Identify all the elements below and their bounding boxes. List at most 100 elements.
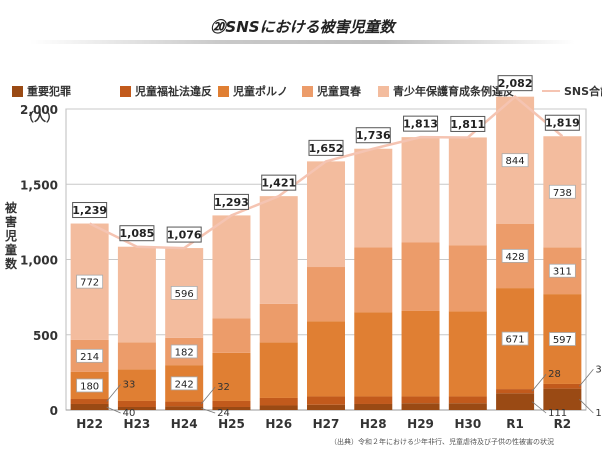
bar-segment <box>448 396 487 404</box>
total-label-box <box>497 75 533 92</box>
legend-label: 重要犯罪 <box>27 85 71 98</box>
bar-segment <box>543 383 582 389</box>
segment-callout-label: 33 <box>123 379 136 390</box>
total-label: 1,652 <box>309 142 344 155</box>
bar-segment <box>259 397 298 406</box>
callout-leader <box>106 384 121 402</box>
total-label: 1,239 <box>72 204 107 217</box>
bar-segment <box>354 396 393 404</box>
y-axis-label-char: 数 <box>5 256 18 271</box>
x-tick-label: H24 <box>171 417 198 431</box>
bar-segment <box>212 406 251 410</box>
bar-segment <box>70 403 109 410</box>
x-tick-label: R2 <box>554 417 572 431</box>
callout-leader <box>579 369 594 387</box>
bar-segment <box>307 404 345 410</box>
segment-callout-label: 28 <box>548 369 561 380</box>
x-tick-label: R1 <box>506 417 524 431</box>
total-label-box <box>213 193 249 210</box>
bar-segment <box>117 246 156 343</box>
legend-label: SNS合計 <box>564 85 602 98</box>
segment-callout-label: 32 <box>217 382 230 393</box>
y-tick-label: 1,000 <box>20 254 58 268</box>
segment-callout-label: 111 <box>548 408 567 419</box>
legend-swatch <box>12 85 23 97</box>
segment-label-box <box>548 263 576 278</box>
bar-segment <box>307 321 345 397</box>
title-bar: ⑳SNSにおける被害児童数 <box>30 10 575 46</box>
x-tick-label: H23 <box>124 417 151 431</box>
total-label: 1,421 <box>261 177 296 190</box>
bar-segment <box>117 406 156 410</box>
bar-segment <box>496 393 535 410</box>
bar-segment <box>307 161 345 268</box>
legend-item: 重要犯罪 <box>12 82 71 100</box>
callout-leader <box>106 406 121 414</box>
bar-segment <box>117 400 156 407</box>
bar-segment <box>448 137 487 246</box>
segment-label: 671 <box>506 335 525 346</box>
bar-segment <box>401 242 440 311</box>
bar-segment <box>259 342 298 398</box>
bar-segment <box>354 312 393 397</box>
segment-callout-label: 142 <box>595 408 602 419</box>
bar-segment <box>543 388 582 410</box>
y-tick-label: 2,000 <box>20 103 58 117</box>
total-label-box <box>119 225 155 242</box>
segment-label-box <box>76 274 104 289</box>
legend-line-swatch <box>542 90 560 92</box>
legend-swatch <box>302 85 313 97</box>
chart-title: ⑳SNSにおける被害児童数 <box>210 18 395 36</box>
legend-item: 児童ポルノ <box>218 82 288 100</box>
callout-leader <box>531 401 547 414</box>
bar-segment <box>354 148 393 248</box>
segment-callout-label: 40 <box>123 408 136 419</box>
callout-leader <box>201 407 216 414</box>
segment-label: 738 <box>553 188 572 199</box>
y-unit-label: （人） <box>22 109 58 124</box>
bar-segment <box>496 389 535 394</box>
x-tick-label: H29 <box>407 417 434 431</box>
legend-item-line: SNS合計 <box>542 82 602 100</box>
total-label-box <box>72 202 108 219</box>
total-label: 1,813 <box>403 118 438 131</box>
total-label: 1,293 <box>214 196 249 209</box>
segment-label-box <box>501 331 529 346</box>
callout-leader <box>531 373 547 392</box>
bar-segment <box>401 396 440 404</box>
bar-segment <box>307 396 345 405</box>
bar-segment <box>259 303 298 343</box>
y-axis-label-char: 害 <box>5 214 17 229</box>
total-label: 1,811 <box>450 118 485 131</box>
y-tick-label: 0 <box>50 404 58 418</box>
bar-segment <box>354 403 393 410</box>
segment-callout-label: 24 <box>217 408 230 419</box>
bar-segment <box>259 405 298 410</box>
callout-leader <box>200 386 216 405</box>
callout-leader <box>579 399 594 414</box>
bar-segment <box>401 137 440 243</box>
total-label-box <box>544 114 580 131</box>
bar-segment <box>307 267 345 322</box>
bar-segment <box>165 401 204 407</box>
bar-segment <box>212 215 251 319</box>
segment-callout-label: 31 <box>595 364 602 375</box>
segment-label: 428 <box>506 252 525 263</box>
total-label: 1,819 <box>545 117 580 130</box>
segment-label-box <box>501 153 529 168</box>
legend-label: 児童ポルノ <box>233 85 288 98</box>
segment-label: 180 <box>80 381 99 392</box>
x-tick-label: H30 <box>454 417 481 431</box>
x-tick-label: H26 <box>265 417 292 431</box>
bar-segment <box>212 318 251 353</box>
legend-swatch <box>120 85 131 97</box>
legend-label: 児童福祉法違反 <box>135 85 212 98</box>
legend-swatch <box>218 85 229 97</box>
segment-label-box <box>170 286 198 300</box>
segment-label: 242 <box>175 379 194 390</box>
title-underline <box>30 40 575 44</box>
chart-legend: 重要犯罪 児童福祉法違反 児童ポルノ 児童買春 青少年保護育成条例違反 SNS合計 <box>0 82 602 102</box>
segment-label-box <box>548 332 576 346</box>
y-axis-label-char: 童 <box>5 242 17 257</box>
